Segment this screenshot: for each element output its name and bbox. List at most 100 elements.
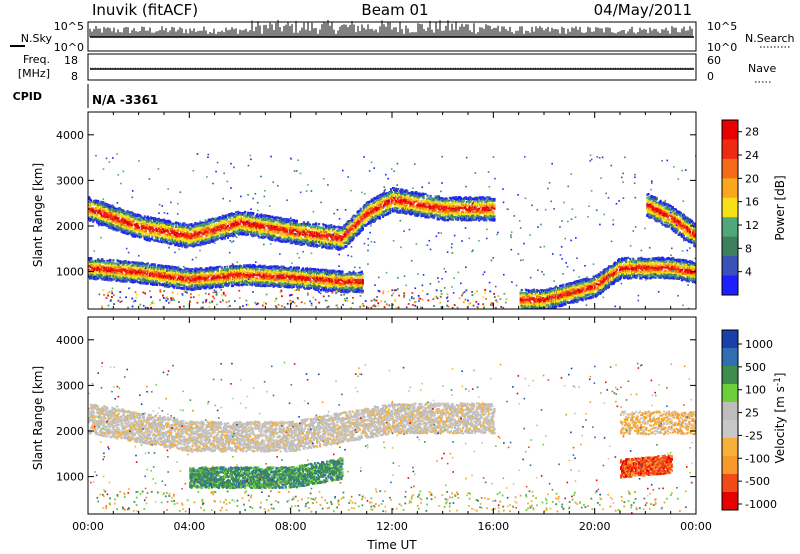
power-point bbox=[164, 232, 167, 236]
power-point bbox=[112, 205, 115, 208]
power-point bbox=[88, 196, 91, 199]
power-point bbox=[175, 224, 178, 227]
power-point bbox=[262, 232, 265, 235]
freq-frame bbox=[87, 53, 697, 81]
power-point bbox=[335, 241, 338, 245]
power-point bbox=[159, 229, 163, 232]
power-point bbox=[103, 220, 106, 223]
power-point bbox=[328, 229, 331, 232]
power-point bbox=[278, 231, 281, 234]
power-point bbox=[187, 243, 190, 246]
power-point bbox=[150, 221, 154, 224]
power-point bbox=[94, 214, 97, 217]
power-point bbox=[188, 241, 191, 244]
power-point bbox=[102, 202, 105, 205]
power-point bbox=[242, 219, 245, 222]
power-point bbox=[300, 236, 303, 240]
power-point bbox=[470, 198, 473, 201]
power-point bbox=[119, 220, 122, 223]
power-point bbox=[283, 234, 286, 238]
power-point bbox=[247, 230, 250, 234]
power-point bbox=[293, 219, 296, 223]
power-point bbox=[461, 206, 465, 210]
power-point bbox=[130, 223, 133, 227]
power-point bbox=[279, 218, 282, 222]
power-point bbox=[269, 237, 272, 240]
power-point bbox=[348, 221, 351, 224]
power-point bbox=[357, 233, 360, 236]
power-point bbox=[113, 219, 116, 223]
power-point bbox=[90, 199, 93, 202]
power-point bbox=[293, 232, 296, 236]
power-point bbox=[224, 216, 227, 219]
power-point bbox=[357, 210, 360, 213]
power-point bbox=[246, 223, 249, 226]
power-point bbox=[296, 233, 299, 236]
power-point bbox=[223, 221, 226, 224]
power-point bbox=[143, 216, 146, 219]
power-point bbox=[236, 221, 240, 224]
power-point bbox=[347, 238, 350, 241]
power-point bbox=[147, 236, 150, 239]
power-point bbox=[276, 220, 279, 223]
power-point bbox=[435, 202, 438, 205]
power-point bbox=[301, 239, 305, 242]
cpid-value: N/A -3361 bbox=[92, 93, 158, 107]
power-point bbox=[234, 211, 238, 214]
power-point bbox=[243, 211, 246, 215]
power-point bbox=[188, 230, 191, 233]
power-point bbox=[358, 220, 361, 223]
power-point bbox=[414, 207, 417, 210]
power-point bbox=[132, 220, 135, 223]
power-point bbox=[92, 210, 95, 213]
power-point bbox=[460, 204, 464, 207]
power-point bbox=[309, 244, 313, 247]
power-point bbox=[403, 198, 406, 201]
power-point bbox=[336, 230, 339, 234]
power-point bbox=[477, 201, 480, 204]
power-point bbox=[158, 233, 162, 236]
power-point bbox=[205, 225, 208, 228]
power-point bbox=[341, 243, 344, 247]
power-point bbox=[203, 221, 206, 224]
power-point bbox=[400, 191, 403, 194]
power-point bbox=[152, 224, 156, 227]
power-point bbox=[244, 210, 247, 214]
power-point bbox=[139, 230, 142, 233]
freq-tick-top: 18 bbox=[64, 54, 78, 67]
power-point bbox=[266, 214, 269, 218]
power-point bbox=[240, 215, 243, 218]
power-point bbox=[100, 204, 103, 207]
power-point bbox=[127, 225, 130, 228]
power-point bbox=[203, 226, 206, 229]
power-point bbox=[378, 198, 382, 201]
power-point bbox=[226, 236, 230, 239]
power-point bbox=[205, 234, 208, 238]
power-point bbox=[217, 224, 220, 227]
power-point bbox=[270, 233, 273, 236]
power-point bbox=[150, 223, 154, 227]
power-point bbox=[263, 223, 266, 226]
power-point bbox=[117, 219, 120, 222]
power-point bbox=[307, 244, 311, 247]
power-point bbox=[180, 242, 183, 245]
power-point bbox=[93, 201, 96, 204]
power-point bbox=[173, 228, 176, 232]
power-point bbox=[137, 222, 140, 225]
power-point bbox=[91, 201, 94, 204]
power-point bbox=[290, 241, 293, 244]
power-point bbox=[212, 229, 215, 233]
power-point bbox=[191, 234, 194, 237]
power-point bbox=[227, 228, 231, 231]
power-point bbox=[88, 216, 91, 219]
power-point bbox=[192, 239, 195, 242]
power-point bbox=[302, 230, 306, 233]
power-point bbox=[366, 209, 369, 213]
power-point bbox=[232, 225, 236, 228]
power-point bbox=[189, 234, 192, 237]
power-point bbox=[301, 233, 305, 236]
power-point bbox=[170, 242, 173, 245]
power-point bbox=[334, 234, 337, 237]
power-point bbox=[247, 217, 250, 220]
power-point bbox=[331, 230, 334, 233]
